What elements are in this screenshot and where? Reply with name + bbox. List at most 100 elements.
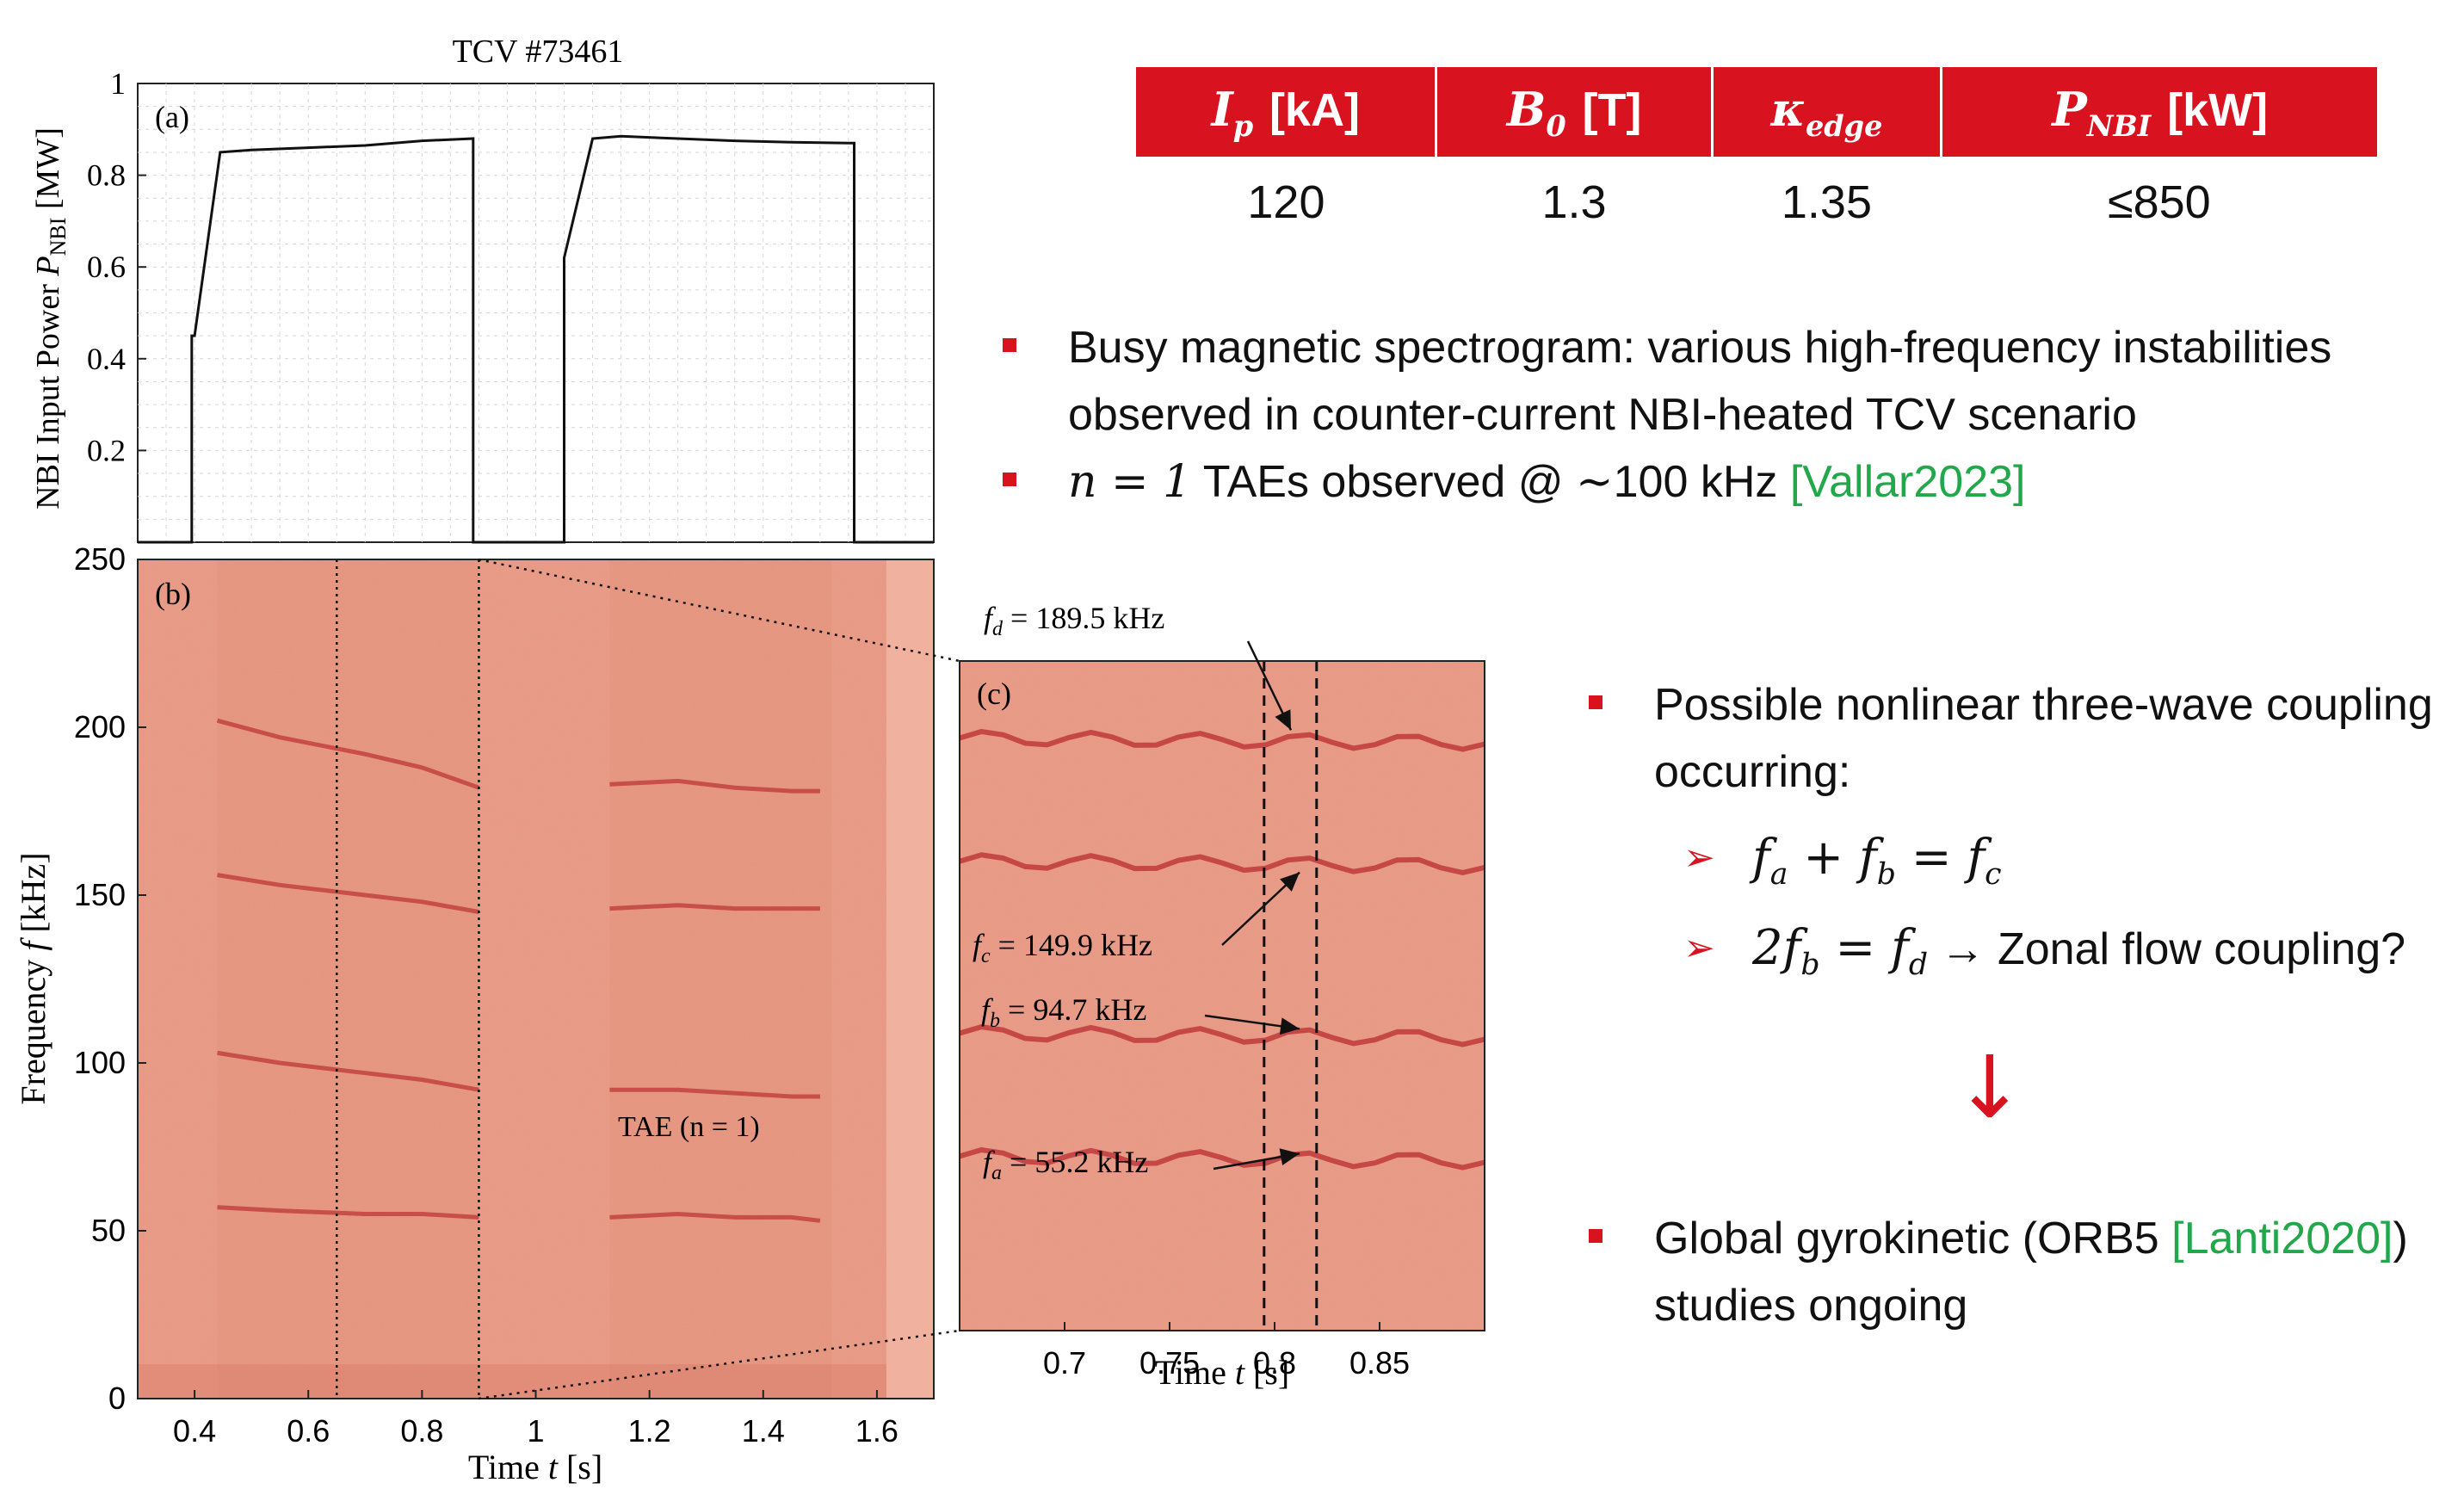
panel-b-xtick-label: 0.6 bbox=[287, 1413, 330, 1449]
mode-trace bbox=[609, 903, 820, 911]
arrowhead-bullet-icon: ➢ bbox=[1683, 927, 1715, 970]
heating-band bbox=[217, 559, 479, 1399]
parameter-header-row: Ip [kA] B0 [T] κedge PNBI [kW] bbox=[1136, 67, 2377, 157]
panel-c-xlabel-prefix: Time bbox=[1155, 1353, 1226, 1392]
panel-a-ylabel-unit: [MW] bbox=[30, 127, 66, 209]
value-b0: 1.3 bbox=[1541, 176, 1607, 228]
mode-trace bbox=[609, 778, 820, 794]
top-bullet-list: Busy magnetic spectrogram: various high-… bbox=[1003, 314, 2331, 516]
bullet-tae-freq: 100 kHz bbox=[1613, 457, 1790, 507]
panel-a-plot: 1 0.8 0.6 0.4 0.2 (a) bbox=[87, 66, 935, 544]
mode-trace bbox=[216, 718, 480, 790]
panel-b-xlabel: Time t [s] bbox=[468, 1448, 602, 1486]
panel-c-xtick-label: 0.75 bbox=[1139, 1345, 1200, 1381]
mode-trace bbox=[217, 1205, 479, 1220]
panel-c-xtick-label: 0.85 bbox=[1349, 1345, 1410, 1381]
mode-trace bbox=[217, 1050, 479, 1092]
panel-a-ytick-label: 0.8 bbox=[87, 158, 126, 193]
mode-trace bbox=[217, 873, 479, 914]
panel-a-ytick-label: 1 bbox=[110, 66, 126, 101]
panel-b-ylabel: Frequency f [kHz] bbox=[14, 852, 52, 1104]
bullet-gyrokinetic-text: Global gyrokinetic (ORB5 bbox=[1654, 1214, 2172, 1263]
panel-c-xtick-label: 0.8 bbox=[1253, 1345, 1296, 1381]
arrowhead-bullet-icon: ➢ bbox=[1683, 837, 1715, 879]
mode-label-c: fc = 149.9 kHz bbox=[973, 928, 1152, 967]
panel-b-xtick-label: 1.6 bbox=[855, 1413, 899, 1449]
panel-b-low-band bbox=[138, 1364, 886, 1399]
panel-c-xtick-label: 0.7 bbox=[1043, 1345, 1086, 1381]
panel-b-xtick-label: 0.4 bbox=[173, 1413, 216, 1449]
mode-label-a: fa = 55.2 kHz bbox=[983, 1145, 1148, 1184]
panel-b-ytick-label: 100 bbox=[74, 1045, 126, 1080]
bullet-gyrokinetic-line2: studies ongoing bbox=[1654, 1281, 1968, 1331]
bullet-spectrogram-line1: Busy magnetic spectrogram: various high-… bbox=[1068, 323, 2332, 373]
mode-trace bbox=[609, 1087, 820, 1099]
panel-c-frame bbox=[959, 660, 1485, 1331]
sub-bullet-zonal-text: → Zonal flow coupling? bbox=[1928, 924, 2406, 975]
mode-trace bbox=[609, 1211, 821, 1223]
value-pnbi: ≤850 bbox=[2107, 176, 2211, 228]
down-arrow-icon: ↓ bbox=[1954, 1037, 2026, 1138]
panel-b-ylabel-prefix: Frequency bbox=[14, 960, 52, 1105]
mode-label-d: fd = 189.5 kHz bbox=[984, 601, 1164, 640]
panel-a-title: TCV #73461 bbox=[453, 34, 624, 70]
header-b0: B0 [T] bbox=[1436, 67, 1714, 157]
bullet-three-wave-line1: Possible nonlinear three-wave coupling bbox=[1654, 680, 2433, 730]
panel-b-mode-traces bbox=[216, 559, 832, 1399]
bullet-gyrokinetic-close: ) bbox=[2393, 1214, 2408, 1263]
header-kappa-edge: κedge bbox=[1712, 67, 1943, 157]
panel-a-ytick-label: 0.2 bbox=[87, 433, 126, 467]
panel-c-xlabel: Time t [s] bbox=[1155, 1353, 1289, 1392]
zoom-mode-trace bbox=[960, 1146, 1485, 1171]
panel-b-xticks: 0.4 0.6 0.8 1 1.2 1.4 1.6 bbox=[173, 1390, 899, 1449]
panel-c-xticks: 0.7 0.75 0.8 0.85 bbox=[1043, 1322, 1410, 1381]
panel-b-ylabel-symbol: f bbox=[14, 937, 52, 951]
panel-c-spectrogram: 0.7 0.75 0.8 0.85 (c) fd = 189.5 kHz fc = 14… bbox=[959, 601, 1485, 1381]
bullet-square-icon bbox=[1003, 473, 1016, 486]
ref-vallar2023[interactable]: [Vallar2023] bbox=[1789, 457, 2026, 507]
nbi-power-line bbox=[138, 134, 934, 544]
panel-b-ytick-label: 200 bbox=[74, 709, 126, 744]
header-ip: Ip [kA] bbox=[1136, 67, 1438, 157]
panel-b-noise bbox=[138, 559, 934, 1399]
bullet-gyrokinetic-line1: Global gyrokinetic (ORB5 [Lanti2020]) bbox=[1654, 1205, 2408, 1272]
header-pnbi: PNBI [kW] bbox=[1941, 67, 2377, 157]
panel-b-xtick-label: 0.8 bbox=[400, 1413, 443, 1449]
panel-a-label: (a) bbox=[155, 100, 189, 134]
panel-b-label: (b) bbox=[155, 577, 191, 611]
panel-b-xlabel-unit: [s] bbox=[566, 1448, 602, 1486]
sub-bullet-sum: ➢ fa + fb = fc bbox=[1683, 821, 2433, 911]
panel-b-ytick-label: 250 bbox=[74, 541, 126, 577]
parameter-value-row: 120 1.3 1.35 ≤850 bbox=[1136, 157, 2377, 248]
bullet-square-icon bbox=[1589, 1229, 1603, 1243]
panel-b-ytick-label: 50 bbox=[91, 1213, 126, 1248]
panel-a-ylabel: NBI Input Power PNBI [MW] bbox=[30, 127, 71, 510]
panel-a-grid bbox=[138, 83, 934, 542]
bullet-square-icon bbox=[1589, 695, 1603, 709]
panel-b-edge-band bbox=[886, 559, 934, 1399]
sub-bullet-list: ➢ fa + fb = fc ➢ 2fb = fd → Zonal flow c… bbox=[1683, 821, 2433, 1002]
zoom-mode-trace bbox=[960, 852, 1485, 875]
right-bullet-list: Possible nonlinear three-wave coupling o… bbox=[1589, 671, 2433, 1002]
panel-c-mode-labels: fd = 189.5 kHz fc = 149.9 kHz fb = 94.7 kH… bbox=[973, 601, 1300, 1184]
value-kappa-edge: 1.35 bbox=[1781, 176, 1872, 228]
panel-b-xtick-label: 1.2 bbox=[628, 1413, 671, 1449]
arrowhead-icon bbox=[1275, 709, 1291, 731]
mode-label-b: fb = 94.7 kHz bbox=[981, 992, 1146, 1032]
bullet-square-icon bbox=[1003, 338, 1016, 352]
arrowhead-icon bbox=[1280, 872, 1300, 892]
panel-a-ylabel-sub: NBI bbox=[46, 218, 71, 256]
panel-a-ylabel-prefix: NBI Input Power bbox=[30, 284, 66, 510]
panel-b-xlabel-prefix: Time bbox=[468, 1448, 540, 1486]
bullet-gyrokinetic: Global gyrokinetic (ORB5 [Lanti2020]) st… bbox=[1589, 1205, 2408, 1339]
panel-b-ytick-label: 150 bbox=[74, 877, 126, 912]
ref-lanti2020[interactable]: [Lanti2020] bbox=[2171, 1214, 2393, 1263]
bullet-three-wave: Possible nonlinear three-wave coupling o… bbox=[1589, 671, 2433, 806]
sub-bullet-zonal: ➢ 2fb = fd → Zonal flow coupling? bbox=[1683, 911, 2433, 1002]
panel-c-mode-traces bbox=[960, 728, 1485, 1171]
panel-c-label: (c) bbox=[977, 676, 1011, 711]
panel-c-xlabel-unit: [s] bbox=[1253, 1353, 1289, 1392]
bullet-tae-approx: ∼ bbox=[1576, 456, 1614, 508]
